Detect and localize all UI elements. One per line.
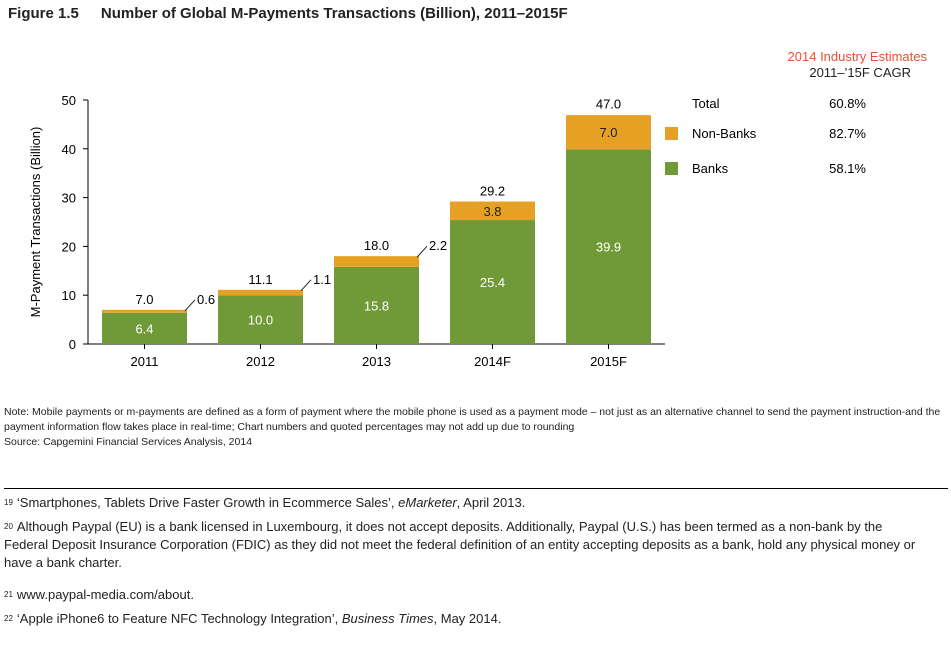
legend-label: Banks bbox=[692, 161, 729, 176]
bar-banks bbox=[218, 295, 303, 344]
data-label: 15.8 bbox=[364, 298, 389, 313]
y-tick-label: 40 bbox=[62, 142, 76, 157]
y-tick-label: 20 bbox=[62, 239, 76, 254]
data-label: 6.4 bbox=[135, 321, 153, 336]
bar-banks bbox=[566, 149, 651, 344]
legend-swatch bbox=[665, 127, 678, 140]
y-tick-label: 10 bbox=[62, 288, 76, 303]
total-label: 7.0 bbox=[135, 292, 153, 307]
cagr-header: 2011–’15F CAGR bbox=[809, 65, 911, 80]
leader-line bbox=[184, 299, 196, 312]
x-tick-label: 2012 bbox=[246, 354, 275, 369]
data-label: 25.4 bbox=[480, 275, 505, 290]
bar-non-banks bbox=[450, 201, 535, 221]
total-label: 47.0 bbox=[596, 97, 621, 112]
legend-swatch bbox=[665, 162, 678, 175]
source-text: Source: Capgemini Financial Services Ana… bbox=[4, 436, 253, 448]
bar-non-banks bbox=[102, 309, 187, 313]
y-tick-label: 30 bbox=[62, 191, 76, 206]
footnote: 20 Although Paypal (EU) is a bank license… bbox=[4, 519, 916, 570]
y-tick-label: 50 bbox=[62, 93, 76, 108]
figure-title: Figure 1.5 Number of Global M-Payments Tr… bbox=[8, 5, 568, 22]
x-tick-label: 2014F bbox=[474, 354, 511, 369]
legend-total: Total bbox=[692, 96, 720, 111]
cagr-value: 82.7% bbox=[829, 126, 866, 141]
bar-banks bbox=[102, 312, 187, 344]
data-label: 3.8 bbox=[483, 204, 501, 219]
data-label: 10.0 bbox=[248, 313, 273, 328]
footnote: 21 www.paypal-media.com/about. bbox=[4, 587, 194, 602]
figure-number: Figure 1.5 bbox=[8, 5, 79, 22]
estimates-label: 2014 Industry Estimates bbox=[787, 49, 927, 64]
cagr-value: 58.1% bbox=[829, 161, 866, 176]
x-tick-label: 2013 bbox=[362, 354, 391, 369]
total-label: 11.1 bbox=[248, 272, 272, 287]
total-label: 29.2 bbox=[480, 184, 505, 199]
data-label: 39.9 bbox=[596, 240, 621, 255]
footnote: 22 ‘Apple iPhone6 to Feature NFC Technolo… bbox=[4, 611, 502, 626]
total-label: 18.0 bbox=[364, 238, 389, 253]
data-label: 0.6 bbox=[197, 292, 215, 307]
x-tick-label: 2015F bbox=[590, 354, 627, 369]
bar-non-banks bbox=[566, 115, 651, 150]
leader-line bbox=[416, 245, 428, 258]
legend-label: Non-Banks bbox=[692, 126, 757, 141]
data-label: 7.0 bbox=[599, 125, 617, 140]
cagr-total: 60.8% bbox=[829, 96, 866, 111]
bar-banks bbox=[334, 266, 419, 344]
footnote: 19 ‘Smartphones, Tablets Drive Faster Gro… bbox=[4, 495, 526, 510]
data-label: 2.2 bbox=[429, 238, 447, 253]
y-tick-label: 0 bbox=[69, 337, 76, 352]
data-label: 1.1 bbox=[313, 272, 331, 287]
chart-title: Number of Global M-Payments Transactions… bbox=[100, 5, 568, 22]
note-text: Note: Mobile payments or m-payments are … bbox=[4, 406, 941, 433]
y-axis-label: M-Payment Transactions (Billion) bbox=[28, 127, 43, 318]
x-tick-label: 2011 bbox=[131, 354, 159, 369]
divider bbox=[4, 488, 948, 489]
bar-banks bbox=[450, 220, 535, 344]
bar-non-banks bbox=[334, 256, 419, 267]
bar-non-banks bbox=[218, 289, 303, 296]
note: Note: Mobile payments or m-payments are … bbox=[4, 405, 944, 450]
leader-line bbox=[300, 279, 312, 292]
chart: 0 10 20 30 40 50 M-Payment Transactions (Billi… bbox=[28, 93, 866, 369]
